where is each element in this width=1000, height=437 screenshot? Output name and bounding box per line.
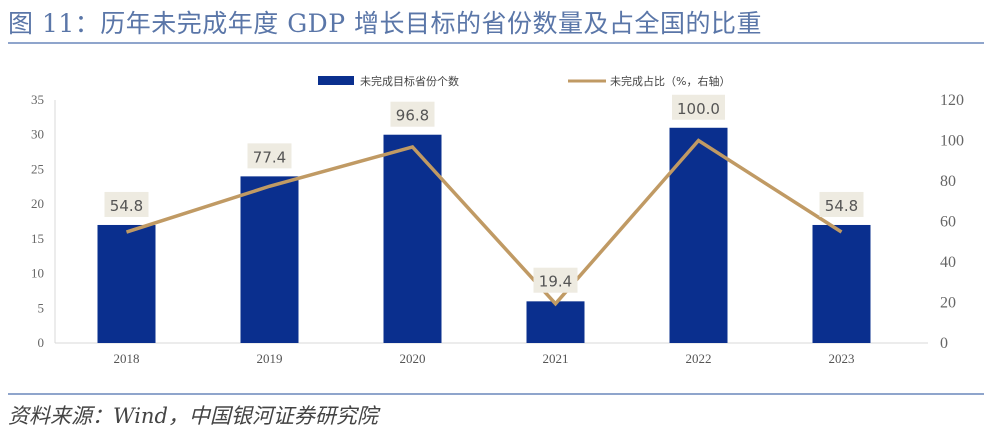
data-label: 54.8: [110, 197, 143, 215]
source-note: 资料来源：Wind，中国银河证券研究院: [8, 404, 378, 428]
data-label: 19.4: [539, 273, 572, 291]
bar: [812, 224, 871, 343]
data-label-bg: [533, 267, 578, 293]
line-series-path: [125, 138, 843, 307]
right-axis-tick-label: 20: [940, 295, 956, 312]
data-label-bg: [672, 94, 725, 120]
data-label: 54.8: [825, 197, 858, 215]
right-axis-tick-label: 100: [940, 133, 964, 150]
bar: [669, 127, 728, 344]
x-axis-tick-label: 2019: [257, 351, 283, 366]
bars: [97, 127, 871, 344]
left-axis-tick-label: 35: [31, 92, 44, 107]
figure-title: 图 11：历年未完成年度 GDP 增长目标的省份数量及占全国的比重: [8, 9, 762, 38]
right-axis-tick-label: 80: [940, 173, 956, 190]
x-axis-tick-label: 2021: [543, 351, 569, 366]
left-axis-tick-label: 5: [38, 300, 45, 315]
data-label: 100.0: [677, 100, 720, 118]
bar: [240, 176, 299, 343]
right-axis-tick-label: 60: [940, 214, 956, 231]
source-divider: [8, 393, 984, 395]
left-axis-tick-label: 25: [31, 161, 44, 176]
left-axis-tick-label: 20: [31, 196, 44, 211]
line-series: [125, 138, 843, 307]
bar: [526, 301, 585, 343]
legend-swatch-bar: [318, 76, 354, 85]
right-axis-tick-label: 0: [940, 335, 948, 352]
chart: 未完成目标省份个数 未完成占比（%，右轴） 0 5 10 15 20 25 30 35 0 20 4…: [31, 74, 964, 366]
x-axis-tick-label: 2022: [686, 351, 712, 366]
data-label-bg: [390, 101, 435, 127]
left-axis-tick-label: 0: [38, 335, 45, 350]
data-label-bg: [819, 191, 864, 217]
legend: 未完成目标省份个数 未完成占比（%，右轴）: [318, 74, 730, 88]
left-axis-tick-label: 30: [31, 127, 44, 142]
data-label-bg: [104, 191, 149, 217]
bar: [383, 134, 442, 343]
data-label: 77.4: [253, 148, 286, 166]
x-axis-tick-label: 2018: [114, 351, 140, 366]
axes: 0 5 10 15 20 25 30 35 0 20 40 60 80 100 120 2018 2019 202…: [31, 92, 964, 366]
right-axis-tick-label: 40: [940, 254, 956, 271]
data-label-bg: [247, 143, 292, 169]
x-axis-tick-label: 2023: [829, 351, 855, 366]
legend-label-line: 未完成占比（%，右轴）: [610, 74, 730, 88]
title-divider: [8, 42, 984, 44]
x-axis-tick-label: 2020: [400, 351, 426, 366]
left-axis-tick-label: 10: [31, 266, 44, 281]
data-label: 96.8: [396, 107, 429, 125]
legend-label-bar: 未完成目标省份个数: [360, 74, 459, 88]
left-axis-tick-label: 15: [31, 231, 44, 246]
data-labels: 54.8 77.4 96.8 19.4 100.0 54.8: [104, 94, 864, 293]
right-axis-tick-label: 120: [940, 92, 964, 109]
bar: [97, 224, 156, 343]
